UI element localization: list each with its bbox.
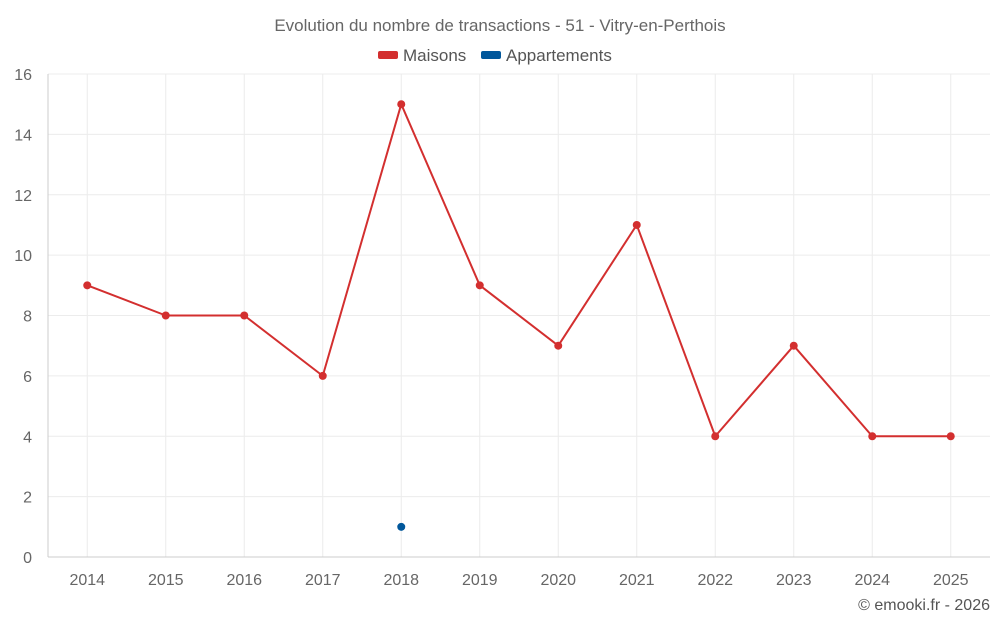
y-tick-label: 10 (14, 248, 32, 265)
chart-title: Evolution du nombre de transactions - 51… (274, 16, 725, 35)
x-tick-label: 2021 (619, 572, 655, 589)
axes: 0 2 4 6 8 10 12 14 16 2014 2015 2016 2017 2018 2019 202… (14, 67, 990, 589)
data-point-maisons-2019[interactable] (475, 281, 484, 290)
y-tick-label: 8 (23, 309, 32, 326)
x-tick-label: 2015 (148, 572, 184, 589)
data-point-maisons-2018[interactable] (397, 100, 406, 109)
y-tick-label: 0 (23, 550, 32, 567)
x-tick-label: 2014 (69, 572, 105, 589)
legend-label-maisons: Maisons (403, 46, 466, 65)
x-tick-label: 2017 (305, 572, 341, 589)
data-point-maisons-2016[interactable] (240, 311, 249, 320)
data-point-maisons-2014[interactable] (83, 281, 92, 290)
plot-area (83, 100, 955, 531)
x-tick-label: 2020 (540, 572, 576, 589)
legend-item-maisons[interactable]: Maisons (378, 46, 466, 65)
data-point-maisons-2023[interactable] (789, 341, 798, 350)
legend-label-appartements: Appartements (506, 46, 612, 65)
data-point-maisons-2022[interactable] (711, 432, 720, 441)
series-line-maisons (86, 103, 951, 438)
grid (48, 73, 990, 557)
legend: Maisons Appartements (378, 46, 612, 65)
x-tick-label: 2023 (776, 572, 812, 589)
data-point-maisons-2025[interactable] (946, 432, 955, 441)
data-point-maisons-2024[interactable] (868, 432, 877, 441)
x-tick-label: 2019 (462, 572, 498, 589)
x-tick-label: 2025 (933, 572, 969, 589)
data-point-appartements-2018[interactable] (397, 522, 406, 531)
data-point-maisons-2020[interactable] (554, 341, 563, 350)
legend-swatch-appartements (481, 51, 501, 59)
data-point-maisons-2015[interactable] (161, 311, 170, 320)
x-tick-label: 2024 (854, 572, 890, 589)
x-tick-label: 2016 (226, 572, 262, 589)
y-tick-label: 14 (14, 127, 32, 144)
y-tick-label: 16 (14, 67, 32, 84)
footer-credit: © emooki.fr - 2026 (858, 597, 990, 614)
y-tick-label: 2 (23, 490, 32, 507)
legend-item-appartements[interactable]: Appartements (481, 46, 612, 65)
y-tick-label: 12 (14, 188, 32, 205)
legend-swatch-maisons (378, 51, 398, 59)
x-tick-label: 2022 (697, 572, 733, 589)
y-tick-label: 6 (23, 369, 32, 386)
x-tick-label: 2018 (383, 572, 419, 589)
data-point-maisons-2017[interactable] (318, 371, 327, 380)
data-point-maisons-2021[interactable] (632, 220, 641, 229)
y-tick-label: 4 (23, 429, 32, 446)
